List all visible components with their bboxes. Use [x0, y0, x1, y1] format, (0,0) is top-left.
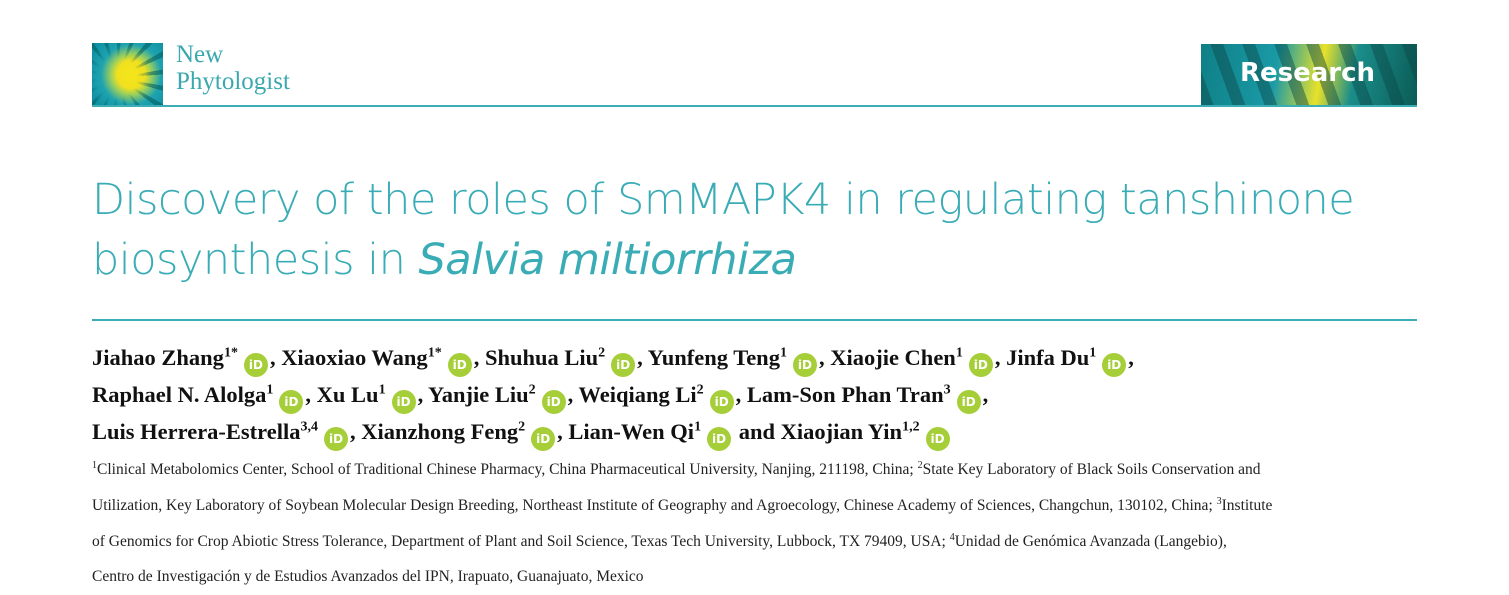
author-affiliation-mark: 1	[1089, 345, 1097, 361]
author-line: Raphael N. Alolga1iD, Xu Lu1iD, Yanjie L…	[92, 377, 1134, 414]
author-name: Xiaoxiao Wang	[281, 345, 428, 370]
author-name: Xianzhong Feng	[361, 419, 519, 444]
affiliation-line: Centro de Investigación y de Estudios Av…	[92, 559, 1272, 595]
author-line: Jiahao Zhang1*iD, Xiaoxiao Wang1*iD, Shu…	[92, 340, 1134, 377]
author-name: Jinfa Du	[1006, 345, 1090, 370]
affiliation-number: 1	[92, 459, 97, 471]
author-name: Yanjie Liu	[428, 382, 529, 407]
author-separator: ,	[417, 382, 428, 407]
affiliation-text: Utilization, Key Laboratory of Soybean M…	[92, 496, 1217, 514]
author-separator: ,	[305, 382, 317, 407]
author-separator: ,	[557, 419, 569, 444]
author-affiliation-mark: 1	[266, 382, 274, 398]
author-separator: and	[733, 419, 781, 444]
orcid-id-icon[interactable]: iD	[792, 353, 817, 377]
author-affiliation-mark: 1*	[223, 345, 238, 361]
orcid-id-icon[interactable]: iD	[709, 390, 734, 414]
orcid-id-icon[interactable]: iD	[968, 353, 993, 377]
affiliation-line: 1Clinical Metabolomics Center, School of…	[92, 452, 1272, 488]
author-affiliation-mark: 1*	[427, 345, 442, 361]
author-separator: ,	[982, 382, 989, 407]
author-name: Yunfeng Teng	[647, 345, 780, 370]
author-affiliation-mark: 1	[694, 419, 702, 435]
author-separator: ,	[818, 345, 831, 370]
author-separator: ,	[269, 345, 282, 370]
author-name: Raphael N. Alolga	[92, 382, 267, 407]
affiliation-text: State Key Laboratory of Black Soils Cons…	[922, 461, 1261, 478]
author-name: Lian-Wen Qi	[568, 419, 695, 444]
author-name: Xu Lu	[316, 382, 379, 407]
affiliation-text: Institute	[1221, 496, 1273, 514]
affiliation-text: Unidad de Genómica Avanzada (Langebio),	[954, 532, 1227, 550]
author-list: Jiahao Zhang1*iD, Xiaoxiao Wang1*iD, Shu…	[92, 340, 1134, 451]
orcid-id-icon[interactable]: iD	[611, 353, 636, 377]
author-name: Shuhua Liu	[484, 345, 599, 370]
author-separator: ,	[735, 382, 747, 407]
affiliation-line: Utilization, Key Laboratory of Soybean M…	[92, 488, 1272, 524]
affiliation-list: 1Clinical Metabolomics Center, School of…	[92, 452, 1272, 595]
orcid-id-icon[interactable]: iD	[707, 427, 732, 451]
author-affiliation-mark: 1	[378, 382, 386, 398]
author-affiliation-mark: 3	[943, 382, 951, 398]
author-separator: ,	[473, 345, 485, 370]
affiliation-line: of Genomics for Crop Abiotic Stress Tole…	[92, 524, 1272, 560]
section-banner: Research	[1201, 44, 1417, 106]
title-main: Discovery of the roles of SmMAPK4 in reg…	[92, 175, 1355, 285]
author-affiliation-mark: 2	[696, 382, 704, 398]
journal-name-line2: Phytologist	[176, 68, 290, 95]
author-affiliation-mark: 1	[955, 345, 963, 361]
author-separator: ,	[637, 345, 648, 370]
orcid-id-icon[interactable]: iD	[324, 427, 348, 451]
affiliation-number: 3	[1216, 495, 1222, 507]
journal-logo-image	[92, 43, 163, 106]
orcid-id-icon[interactable]: iD	[1102, 353, 1127, 377]
orcid-id-icon[interactable]: iD	[541, 390, 566, 414]
author-separator: ,	[350, 419, 362, 444]
author-affiliation-mark: 2	[518, 419, 526, 435]
author-name: Lam-Son Phan Tran	[746, 382, 944, 407]
affiliation-text: Clinical Metabolomics Center, School of …	[97, 461, 918, 478]
author-name: Luis Herrera-Estrella	[92, 419, 301, 444]
article-title: Discovery of the roles of SmMAPK4 in reg…	[92, 170, 1422, 290]
header-divider	[92, 105, 1417, 107]
author-line: Luis Herrera-Estrella3,4 iD, Xianzhong Fe…	[92, 414, 1134, 451]
affiliation-text: Centro de Investigación y de Estudios Av…	[92, 568, 644, 586]
author-name: Xiaojian Yin	[780, 419, 903, 444]
author-name: Jiahao Zhang	[92, 345, 224, 370]
orcid-id-icon[interactable]: iD	[279, 390, 304, 414]
affiliation-number: 4	[949, 531, 955, 543]
title-species: Salvia miltiorrhiza	[418, 235, 797, 285]
orcid-id-icon[interactable]: iD	[925, 427, 950, 451]
journal-logo-text: New Phytologist	[176, 41, 290, 95]
author-name: Xiaojie Chen	[830, 345, 956, 370]
orcid-id-icon[interactable]: iD	[956, 390, 981, 414]
title-divider	[92, 319, 1417, 321]
orcid-id-icon[interactable]: iD	[531, 427, 556, 451]
author-separator: ,	[1128, 345, 1134, 370]
orcid-id-icon[interactable]: iD	[391, 390, 416, 414]
author-name: Weiqiang Li	[578, 382, 697, 407]
author-affiliation-mark: 1	[779, 345, 787, 361]
author-affiliation-mark: 1,2	[902, 419, 920, 435]
section-label: Research	[1240, 58, 1376, 88]
author-separator: ,	[567, 382, 579, 407]
author-affiliation-mark: 2	[598, 345, 606, 361]
author-separator: ,	[994, 345, 1007, 370]
author-affiliation-mark: 3,4	[300, 419, 319, 435]
affiliation-text: of Genomics for Crop Abiotic Stress Tole…	[92, 532, 950, 550]
orcid-id-icon[interactable]: iD	[243, 353, 268, 377]
journal-name-line1: New	[176, 41, 224, 68]
author-affiliation-mark: 2	[528, 382, 536, 398]
orcid-id-icon[interactable]: iD	[447, 353, 472, 377]
affiliation-number: 2	[917, 459, 923, 471]
